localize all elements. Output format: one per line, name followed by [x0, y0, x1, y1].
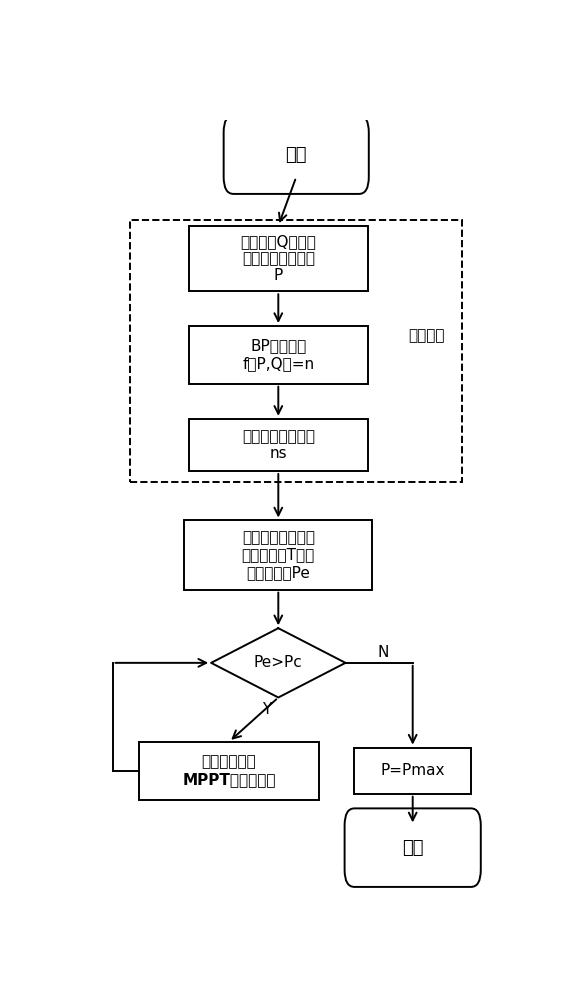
FancyBboxPatch shape [344, 808, 481, 887]
Bar [354, 748, 471, 794]
Bar [188, 226, 368, 291]
Text: BP神经网络
f（P,Q）=n: BP神经网络 f（P,Q）=n [242, 339, 314, 371]
Text: 转速评估: 转速评估 [408, 328, 444, 343]
Text: Y: Y [262, 702, 272, 717]
Text: 施加转速扰动，计
算采样时间T内的
功率变化量Pe: 施加转速扰动，计 算采样时间T内的 功率变化量Pe [242, 530, 315, 580]
Text: P=Pmax: P=Pmax [380, 763, 445, 778]
Bar [139, 742, 318, 800]
Bar [131, 220, 462, 482]
Text: 结束: 结束 [402, 839, 424, 857]
Text: Pe>Pc: Pe>Pc [254, 655, 303, 670]
Text: 当前流量Q，综合
特性曲线最大功率
P: 当前流量Q，综合 特性曲线最大功率 P [240, 234, 316, 284]
Text: N: N [378, 645, 389, 660]
Text: 采用模糊控制
MPPT进一步追踪: 采用模糊控制 MPPT进一步追踪 [182, 754, 276, 787]
Bar [184, 520, 372, 590]
FancyBboxPatch shape [224, 115, 369, 194]
Text: 水轮机初始转速为
ns: 水轮机初始转速为 ns [242, 429, 315, 461]
Polygon shape [211, 628, 346, 698]
Bar [188, 326, 368, 384]
Text: 开始: 开始 [286, 146, 307, 164]
Bar [188, 419, 368, 471]
